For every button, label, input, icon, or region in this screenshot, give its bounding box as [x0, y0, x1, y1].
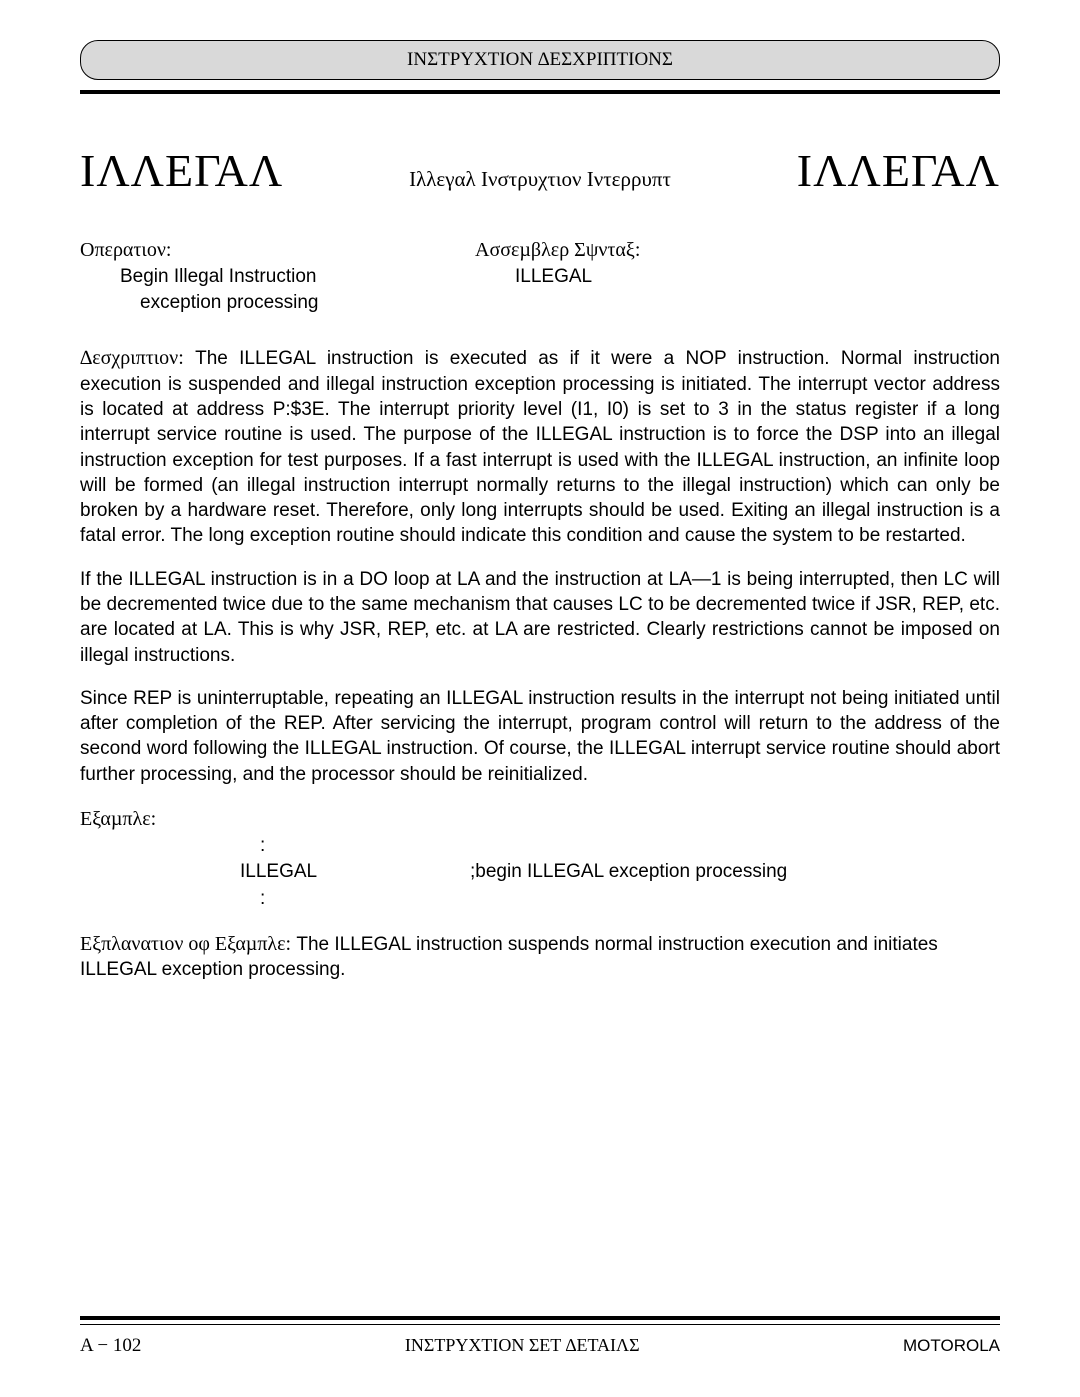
instruction-subtitle: Ιλλεγαλ Ινστρυχτιον Ιντερρυπτ: [409, 167, 671, 192]
description-label: ∆εσχριπτιον:: [80, 347, 184, 369]
op-syntax-row: Οπερατιον: Begin Illegal Instruction exc…: [80, 237, 1000, 315]
explanation-paragraph: Εξπλανατιον οφ Εξαµπλε: The ILLEGAL inst…: [80, 931, 1000, 983]
footer-vendor: MOTOROLA: [903, 1336, 1000, 1356]
operation-line1: Begin Illegal Instruction: [80, 264, 475, 290]
footer-rule-thin: [80, 1324, 1000, 1325]
example-comment: ;begin ILLEGAL exception processing: [470, 859, 1000, 886]
description-p1: ∆εσχριπτιον: The ILLEGAL instruction is …: [80, 345, 1000, 548]
description-p3: Since REP is uninterruptable, repeating …: [80, 686, 1000, 787]
syntax-line1: ILLEGAL: [475, 264, 1000, 290]
example-colon-1: :: [240, 833, 490, 860]
title-row: ΙΛΛΕΓΑΛ Ιλλεγαλ Ινστρυχτιον Ιντερρυπτ ΙΛ…: [80, 144, 1000, 197]
syntax-label: Ασσεµβλερ Σψνταξ:: [475, 237, 1000, 264]
footer-row: A − 102 ΙΝΣΤΡΥΧΤΙΟΝ ΣΕΤ ∆ΕΤΑΙΛΣ MOTOROLA: [80, 1335, 1000, 1357]
footer-page: A − 102: [80, 1335, 141, 1357]
example-row-1: :: [80, 833, 1000, 860]
operation-label: Οπερατιον:: [80, 237, 475, 264]
example-instruction: ILLEGAL: [240, 859, 470, 886]
footer-rule-thick: [80, 1316, 1000, 1320]
example-block: Εξαµπλε: : ILLEGAL ;begin ILLEGAL except…: [80, 805, 1000, 913]
page: ΙΝΣΤΡΥΧΤΙΟΝ ∆ΕΣΧΡΙΠΤΙΟΝΣ ΙΛΛΕΓΑΛ Ιλλεγαλ…: [0, 0, 1080, 1397]
explanation-label: Εξπλανατιον οφ Εξαµπλε:: [80, 933, 291, 955]
footer: A − 102 ΙΝΣΤΡΥΧΤΙΟΝ ΣΕΤ ∆ΕΤΑΙΛΣ MOTOROLA: [80, 1316, 1000, 1357]
mnemonic-left: ΙΛΛΕΓΑΛ: [80, 144, 283, 197]
header-title: ΙΝΣΤΡΥΧΤΙΟΝ ∆ΕΣΧΡΙΠΤΙΟΝΣ: [407, 49, 673, 70]
description-p2: If the ILLEGAL instruction is in a DO lo…: [80, 567, 1000, 668]
mnemonic-right: ΙΛΛΕΓΑΛ: [797, 144, 1000, 197]
top-rule: [80, 90, 1000, 94]
syntax-column: Ασσεµβλερ Σψνταξ: ILLEGAL: [475, 237, 1000, 315]
description-text1: The ILLEGAL instruction is executed as i…: [80, 348, 1000, 546]
operation-line2: exception processing: [80, 290, 475, 316]
footer-title: ΙΝΣΤΡΥΧΤΙΟΝ ΣΕΤ ∆ΕΤΑΙΛΣ: [141, 1335, 903, 1356]
example-label: Εξαµπλε:: [80, 805, 1000, 833]
example-colon-2: :: [240, 886, 490, 913]
example-row-2: ILLEGAL ;begin ILLEGAL exception process…: [80, 859, 1000, 886]
header-bar: ΙΝΣΤΡΥΧΤΙΟΝ ∆ΕΣΧΡΙΠΤΙΟΝΣ: [80, 40, 1000, 80]
operation-column: Οπερατιον: Begin Illegal Instruction exc…: [80, 237, 475, 315]
example-row-3: :: [80, 886, 1000, 913]
